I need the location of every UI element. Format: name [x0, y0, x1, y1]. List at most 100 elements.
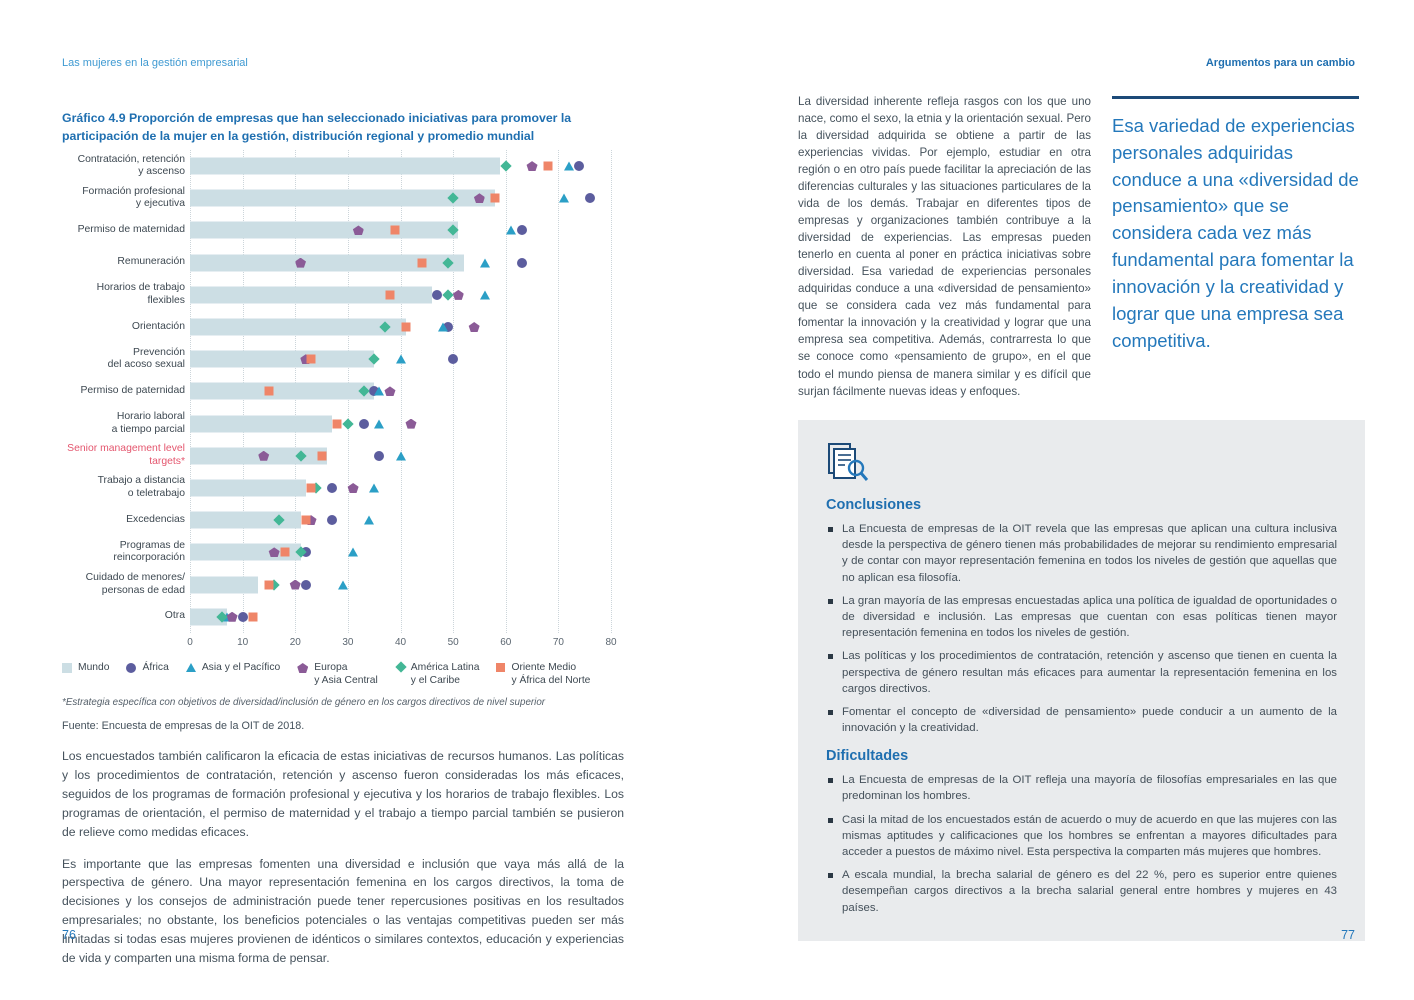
- pull-quote: Esa variedad de experiencias personales …: [1112, 96, 1359, 354]
- legend-item: América Latina y el Caribe: [395, 661, 479, 688]
- square-marker: [490, 193, 500, 203]
- square-marker: [280, 547, 290, 557]
- square-marker: [417, 258, 427, 268]
- conclusions-list: La Encuesta de empresas de la OIT revela…: [826, 521, 1337, 736]
- pentagon-marker: [295, 257, 306, 268]
- running-header-left: Las mujeres en la gestión empresarial: [62, 57, 248, 69]
- chart-row: Formación profesional y ejecutiva: [62, 182, 624, 214]
- axis-tick-label: 70: [552, 637, 564, 648]
- pull-quote-text: Esa variedad de experiencias personales …: [1112, 115, 1359, 351]
- category-label: Programas de reincorporación: [113, 539, 185, 564]
- square-marker: [301, 515, 311, 525]
- pentagon-marker: [468, 322, 480, 333]
- category-label: Permiso de paternidad: [80, 385, 185, 397]
- circle-marker: [584, 193, 595, 204]
- triangle-marker: [479, 290, 490, 300]
- legend-label: Asia y el Pacífico: [201, 662, 281, 673]
- chart-title: Gráfico 4.9 Proporción de empresas que h…: [62, 111, 572, 143]
- difficulties-heading: Dificultades: [826, 748, 909, 765]
- square-marker: [248, 612, 258, 622]
- report-search-icon: [826, 442, 1337, 489]
- triangle-legend-swatch: [185, 663, 196, 672]
- world-average-bar: [190, 382, 375, 400]
- row-plot: [190, 375, 611, 407]
- body-paragraph: La diversidad inherente refleja rasgos c…: [798, 95, 1091, 398]
- pentagon-marker: [289, 579, 301, 590]
- world-average-bar: [190, 415, 333, 433]
- pentagon-marker: [352, 225, 364, 236]
- row-plot: [190, 504, 611, 536]
- world-average-bar: [190, 511, 301, 529]
- page-number-right: 77: [1341, 928, 1355, 942]
- row-plot: [190, 214, 611, 246]
- circle-legend-swatch: [126, 663, 137, 673]
- category-label: Remuneración: [117, 256, 185, 268]
- chart-row: Horarios de trabajo flexibles: [62, 279, 624, 311]
- triangle-marker: [395, 451, 406, 461]
- triangle-marker: [348, 547, 359, 557]
- circle-marker: [327, 515, 338, 526]
- category-label: Horario laboral a tiempo parcial: [111, 411, 185, 435]
- row-plot: [190, 568, 611, 600]
- axis-tick-label: 80: [605, 637, 617, 648]
- conclusions-heading: Conclusiones: [826, 497, 922, 513]
- triangle-marker: [558, 193, 569, 203]
- pentagon-marker: [226, 611, 238, 622]
- chart: Contratación, retención y ascenso Formaci…: [62, 150, 624, 725]
- legend-item: Europa y Asia Central: [297, 662, 378, 688]
- row-plot: [190, 311, 611, 343]
- bullet-item: Casi la mitad de los encuestados están d…: [826, 812, 1337, 861]
- paragraph: Es importante que las empresas fomenten …: [62, 856, 624, 966]
- triangle-marker: [374, 419, 385, 429]
- circle-marker: [358, 418, 369, 429]
- pentagon-marker: [268, 547, 280, 558]
- chart-row: Permiso de paternidad: [62, 375, 624, 407]
- world-average-bar: [190, 189, 496, 207]
- circle-marker: [237, 611, 248, 622]
- diamond-marker: [342, 417, 354, 430]
- pentagon-marker: [300, 354, 312, 365]
- square-marker: [390, 225, 400, 235]
- world-average-bar: [190, 479, 306, 497]
- triangle-marker: [563, 161, 574, 171]
- triangle-marker: [506, 225, 516, 235]
- circle-marker: [574, 161, 585, 172]
- gridline: [400, 150, 402, 633]
- pentagon-marker: [473, 193, 485, 204]
- chart-row: Orientación: [62, 311, 624, 343]
- row-plot: [190, 182, 611, 214]
- chart-row: Programas de reincorporación: [62, 536, 624, 568]
- circle-marker: [448, 354, 459, 365]
- square-legend-swatch: [496, 663, 506, 672]
- world-average-bar: [190, 221, 459, 239]
- bullet-item: Las políticas y los procedimientos de co…: [826, 648, 1337, 697]
- chart-row: Contratación, retención y ascenso: [62, 150, 624, 182]
- bullet-item: La Encuesta de empresas de la OIT revela…: [826, 521, 1337, 586]
- page-number-left: 76: [62, 928, 76, 942]
- chart-row: Horario laboral a tiempo parcial: [62, 408, 624, 440]
- category-label: Otra: [164, 610, 185, 622]
- gridline: [558, 150, 560, 633]
- axis-tick-label: 40: [394, 637, 407, 648]
- row-plot: [190, 408, 611, 440]
- circle-marker: [432, 289, 443, 300]
- category-label: Prevención del acoso sexual: [107, 346, 185, 371]
- difficulties-list: La Encuesta de empresas de la OIT reflej…: [826, 772, 1337, 916]
- triangle-marker: [374, 386, 385, 396]
- square-marker: [317, 451, 327, 461]
- pentagon-marker: [384, 386, 396, 397]
- axis-tick-label: 20: [289, 637, 301, 648]
- axis-tick-label: 30: [342, 637, 354, 648]
- row-plot: [190, 343, 611, 375]
- legend-label: Oriente Medio y África del Norte: [511, 662, 591, 686]
- triangle-marker: [369, 483, 380, 493]
- chart-row: Cuidado de menores/ personas de edad: [62, 568, 624, 600]
- gridline: [611, 150, 612, 633]
- world-average-bar: [190, 286, 433, 304]
- chart-legend: Mundo África Asia y el Pacífico Europa y As…: [62, 661, 624, 688]
- chart-row: Senior management level targets*: [62, 440, 624, 472]
- row-plot: [190, 536, 611, 568]
- row-plot: [190, 440, 611, 472]
- axis-tick-label: 10: [237, 637, 249, 648]
- diamond-marker: [500, 160, 512, 172]
